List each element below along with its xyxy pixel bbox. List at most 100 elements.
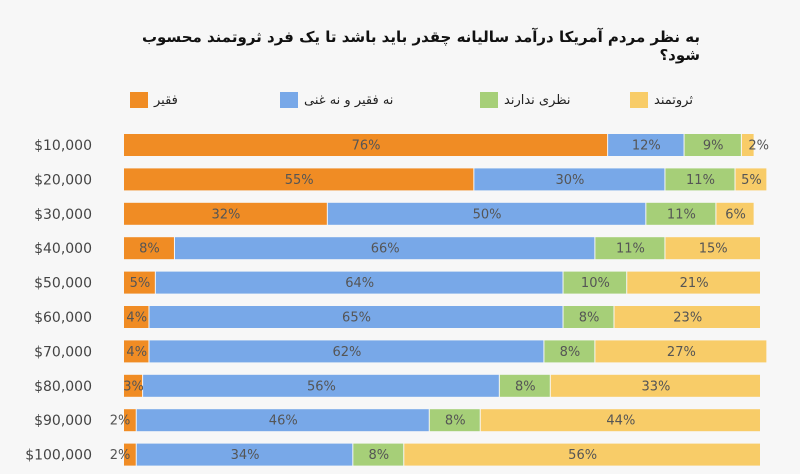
legend-swatch <box>130 92 148 108</box>
bar-segment <box>124 374 143 397</box>
bar-segment <box>124 271 155 294</box>
category-label: $100,000 <box>25 448 92 464</box>
bar-segment <box>544 340 595 363</box>
bar-segment <box>741 134 754 156</box>
data-label: 2% <box>110 414 131 429</box>
data-label: 34% <box>231 448 260 463</box>
data-label: 8% <box>139 242 160 257</box>
bar-segment <box>480 409 760 432</box>
bar-segment <box>595 237 665 260</box>
bar-segment <box>136 409 429 432</box>
bar-segment <box>550 374 760 397</box>
bar-segment <box>684 134 741 156</box>
data-label: 3% <box>123 379 144 394</box>
data-label: 64% <box>345 276 374 291</box>
chart-title: به نظر مردم آمریکا درآمد سالیانه چقدر با… <box>141 28 700 64</box>
legend-label: نظری ندارند <box>504 92 571 108</box>
data-label: 4% <box>126 311 147 326</box>
bar-segment <box>563 271 627 294</box>
data-label: 6% <box>725 207 746 222</box>
bar-segment <box>595 340 767 363</box>
bar-segment <box>136 443 353 466</box>
data-label: 76% <box>352 139 381 154</box>
legend-swatch <box>630 92 648 108</box>
bar-segment <box>735 168 767 191</box>
category-label: $70,000 <box>34 344 92 360</box>
data-label: 27% <box>667 345 696 360</box>
bar-segment <box>124 202 327 225</box>
data-label: 8% <box>445 414 466 429</box>
bar-segment <box>429 409 480 432</box>
data-label: 2% <box>748 139 769 154</box>
data-label: 5% <box>741 173 762 188</box>
data-label: 11% <box>667 207 696 222</box>
bar-segment <box>665 237 760 260</box>
bar-segment <box>155 271 563 294</box>
bar-segment <box>563 306 614 328</box>
category-label: $20,000 <box>34 172 92 188</box>
bar-segment <box>404 443 760 466</box>
legend-item: نه فقیر و نه غنی <box>280 92 393 108</box>
bar-segment <box>124 237 174 260</box>
category-label: $60,000 <box>34 310 92 326</box>
bar-segment <box>608 134 684 156</box>
data-label: 9% <box>703 139 724 154</box>
data-label: 11% <box>616 242 645 257</box>
bar-segment <box>124 134 608 156</box>
data-label: 62% <box>332 345 361 360</box>
data-label: 8% <box>560 345 581 360</box>
data-label: 44% <box>606 414 635 429</box>
data-label: 50% <box>473 207 502 222</box>
bar-segment <box>716 202 754 225</box>
bar-segment <box>614 306 760 328</box>
legend-item: فقیر <box>130 92 178 108</box>
data-label: 66% <box>371 242 400 257</box>
data-label: 56% <box>307 379 336 394</box>
bar-segment <box>327 202 646 225</box>
bar-segment <box>124 306 149 328</box>
data-label: 8% <box>368 448 389 463</box>
bar-segment <box>174 237 595 260</box>
data-label: 10% <box>581 276 610 291</box>
bar-segment <box>124 340 149 363</box>
bar-segment <box>474 168 665 191</box>
bar-segment <box>149 340 544 363</box>
bar-segment <box>149 306 563 328</box>
data-label: 15% <box>699 242 728 257</box>
bar-segment <box>124 443 136 466</box>
legend-swatch <box>280 92 298 108</box>
legend: فقیر نه فقیر و نه غنی نظری ندارند ثروتمند <box>130 92 700 114</box>
bar-segment <box>499 374 550 397</box>
data-label: 56% <box>568 448 597 463</box>
category-label: $50,000 <box>34 276 92 292</box>
data-label: 21% <box>680 276 709 291</box>
data-label: 11% <box>686 173 715 188</box>
category-label: $30,000 <box>34 207 92 223</box>
legend-item: ثروتمند <box>630 92 693 108</box>
data-label: 5% <box>130 276 151 291</box>
data-label: 30% <box>555 173 584 188</box>
legend-swatch <box>480 92 498 108</box>
data-label: 32% <box>211 207 240 222</box>
data-label: 8% <box>579 311 600 326</box>
data-label: 2% <box>110 448 131 463</box>
data-label: 46% <box>269 414 298 429</box>
bar-segment <box>124 409 136 432</box>
bar-segment <box>124 168 474 191</box>
legend-label: ثروتمند <box>654 92 693 108</box>
legend-label: فقیر <box>154 92 178 108</box>
data-label: 4% <box>126 345 147 360</box>
data-label: 8% <box>515 379 536 394</box>
bar-segment <box>627 271 760 294</box>
category-label: $80,000 <box>34 379 92 395</box>
bar-segment <box>353 443 404 466</box>
data-label: 55% <box>285 173 314 188</box>
data-label: 33% <box>641 379 670 394</box>
category-label: $90,000 <box>34 413 92 429</box>
bar-segment <box>646 202 716 225</box>
data-label: 65% <box>342 311 371 326</box>
legend-item: نظری ندارند <box>480 92 571 108</box>
category-label: $10,000 <box>34 138 92 154</box>
data-label: 12% <box>632 139 661 154</box>
